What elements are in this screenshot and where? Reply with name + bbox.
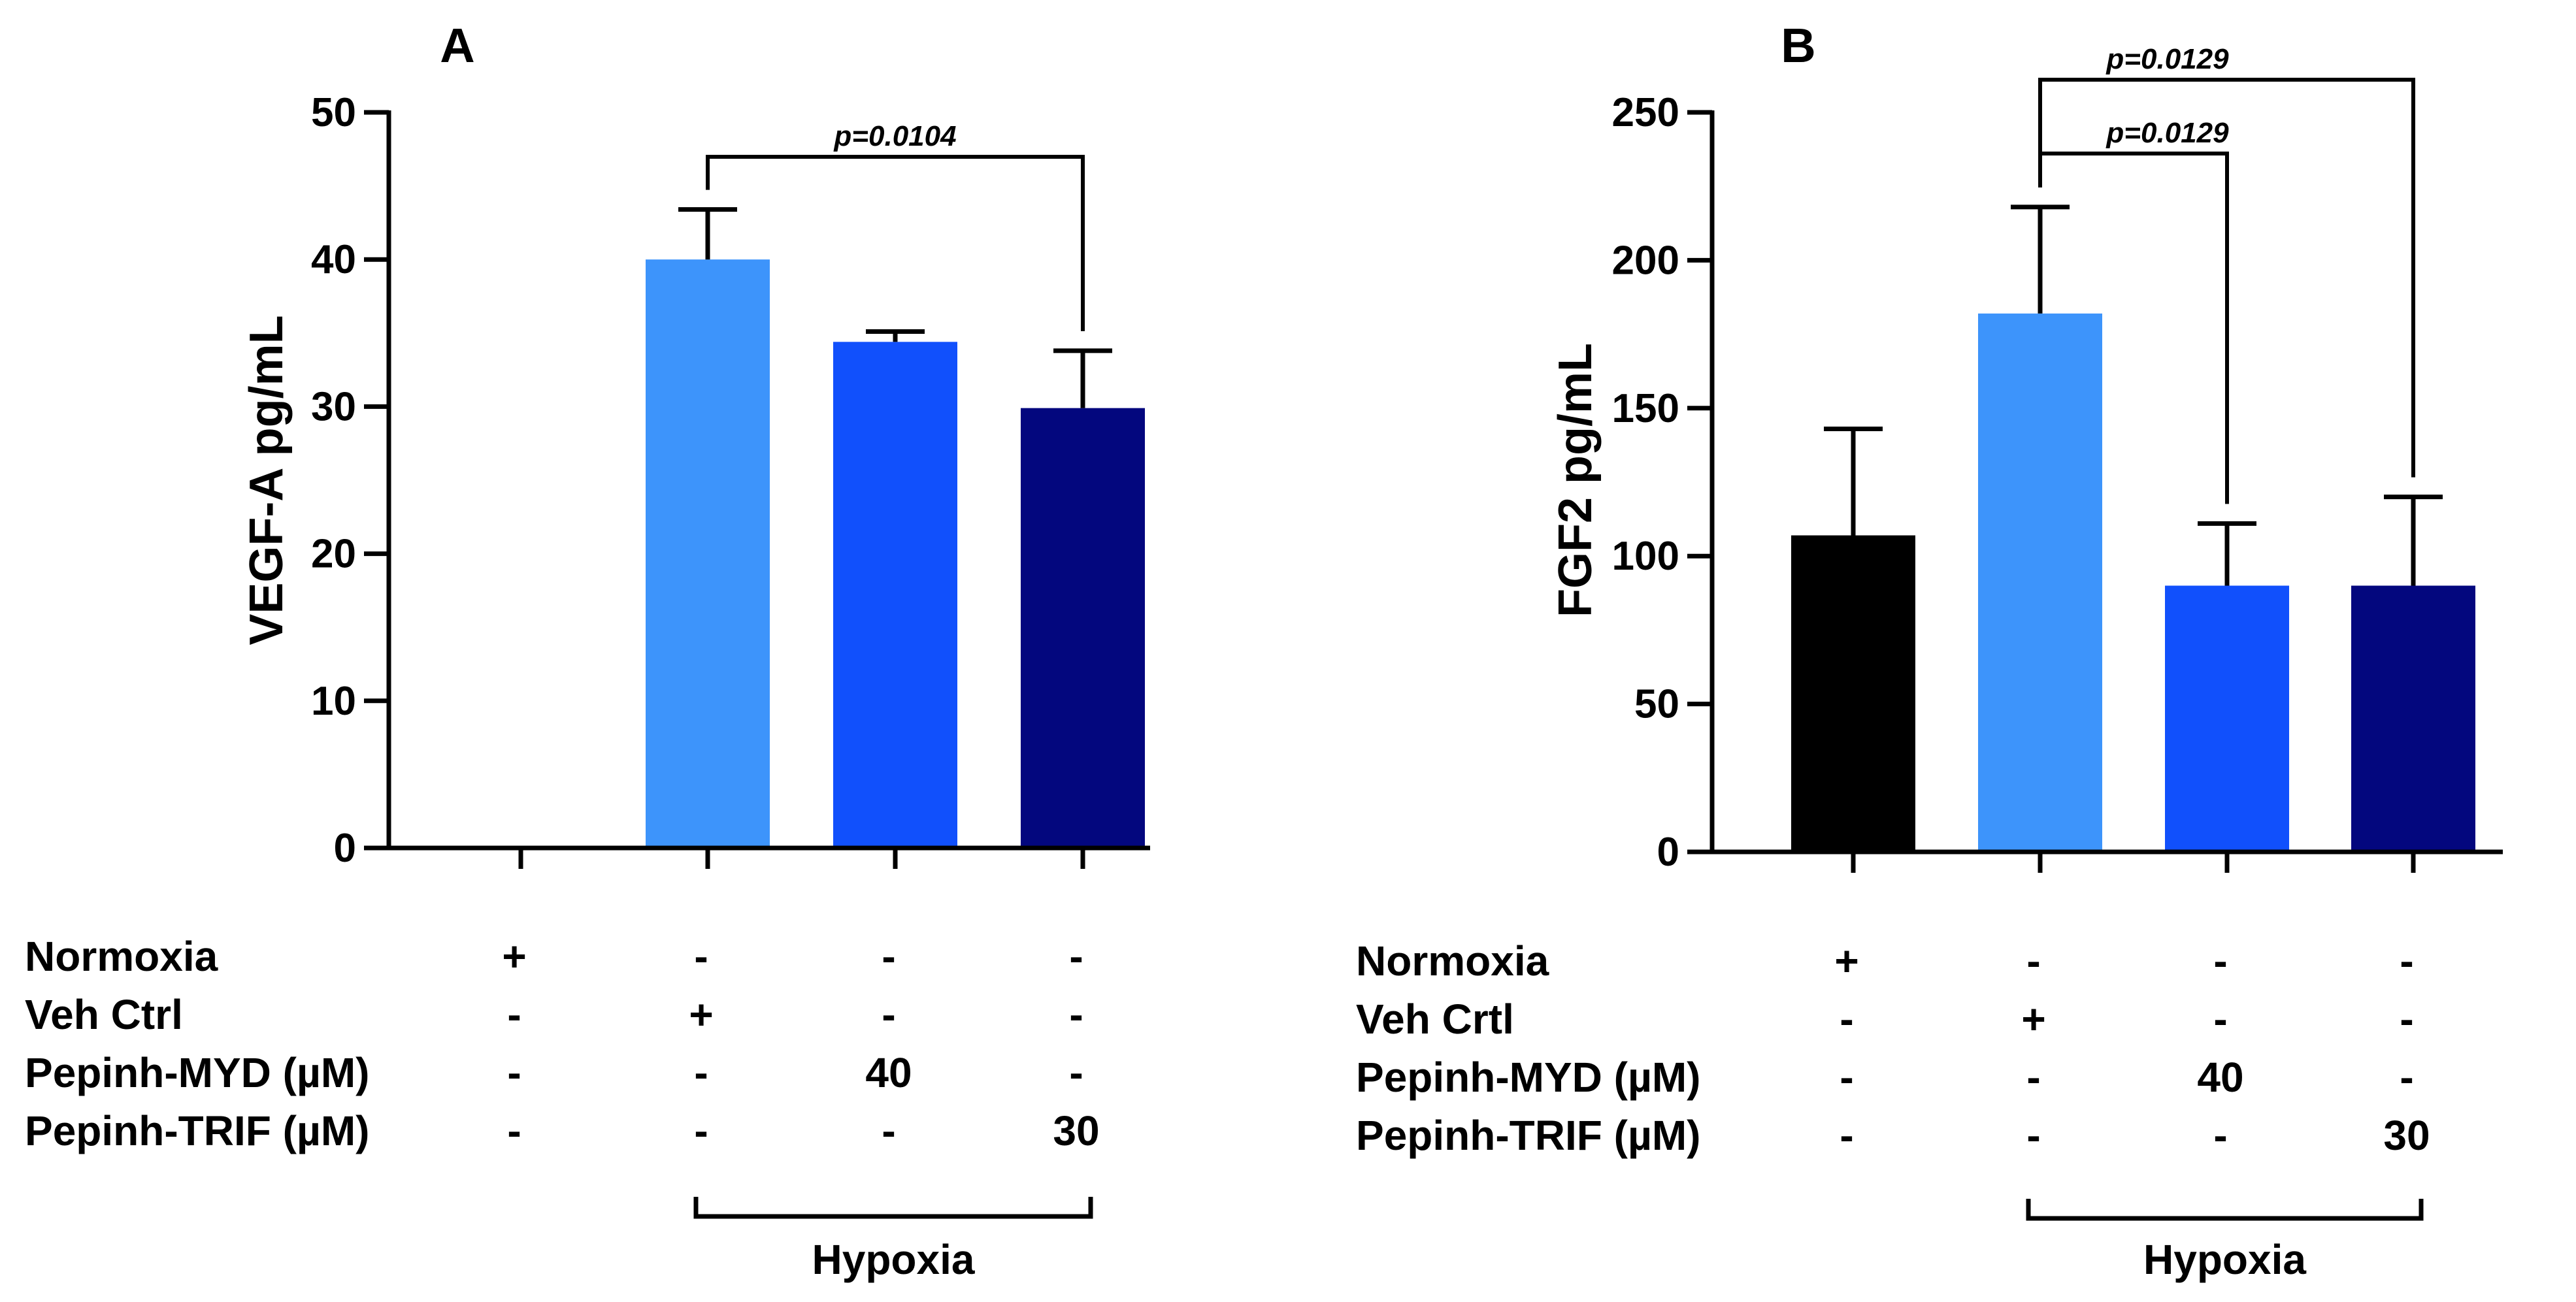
condition-cell: 40 (865, 1049, 912, 1096)
y-tick-label: 250 (1612, 90, 1679, 135)
condition-cell: - (2026, 1054, 2040, 1101)
condition-cell: + (502, 933, 526, 980)
condition-cell: 30 (1053, 1107, 1099, 1154)
condition-cell: - (694, 1049, 708, 1096)
condition-row-label: Veh Crtl (1356, 996, 1514, 1043)
condition-cell: - (2213, 1112, 2227, 1159)
condition-cell: - (694, 933, 708, 980)
condition-cell: - (1840, 1112, 1853, 1159)
error-bar-1 (1824, 426, 1883, 536)
bar-2 (1978, 313, 2102, 852)
y-tick-label: 0 (1657, 830, 1679, 875)
error-bar-4 (2384, 495, 2443, 586)
panel-letter: B (1781, 18, 1815, 73)
y-tick-label: 0 (334, 826, 356, 871)
condition-cell: - (507, 1049, 521, 1096)
p-value-label: p=0.0129 (2105, 43, 2229, 75)
hypoxia-label: Hypoxia (2143, 1236, 2306, 1283)
y-tick-label: 30 (311, 384, 356, 429)
y-tick-label: 150 (1612, 386, 1679, 431)
condition-cell: - (2026, 937, 2040, 985)
y-tick-label: 50 (311, 90, 356, 135)
y-axis-title: FGF2 pg/mL (1549, 343, 1602, 617)
y-tick-label: 200 (1612, 238, 1679, 283)
condition-cell: - (882, 1107, 895, 1154)
condition-cell: - (1840, 996, 1853, 1043)
hypoxia-bracket (2026, 1199, 2424, 1221)
hypoxia-bracket (693, 1197, 1093, 1219)
condition-row-label: Pepinh-TRIF (µM) (1356, 1112, 1700, 1159)
panel-A: A VEGF-A pg/mL 0 10 20 30 40 50 p=0.0104 Normoxia… (25, 18, 1150, 1283)
condition-row-label: Pepinh-MYD (µM) (1356, 1054, 1700, 1101)
condition-cell: + (689, 991, 713, 1038)
panel-letter: A (440, 18, 474, 73)
condition-cell: - (2026, 1112, 2040, 1159)
y-tick-label: 20 (311, 532, 356, 577)
condition-row-label: Normoxia (1356, 937, 1549, 985)
condition-cell: - (694, 1107, 708, 1154)
condition-cell: 40 (2197, 1054, 2243, 1101)
condition-cell: - (882, 933, 895, 980)
panel-B: B FGF2 pg/mL 0 50 100 150 200 250 p=0.0129 p=0.01… (1356, 18, 2503, 1283)
condition-cell: + (1834, 937, 1858, 985)
y-tick-label: 50 (1634, 682, 1679, 727)
condition-cell: - (2213, 937, 2227, 985)
condition-cell: - (2400, 996, 2413, 1043)
p-value-label: p=0.0129 (2105, 117, 2229, 149)
condition-table: Normoxia Veh Ctrl Pepinh-MYD (µM) Pepinh-TR… (25, 933, 1100, 1154)
error-bar-4 (1053, 348, 1112, 408)
condition-cell: - (2400, 937, 2413, 985)
bar-3 (833, 342, 957, 848)
p-value-label: p=0.0104 (833, 120, 956, 152)
significance-bracket: p=0.0129 (2038, 43, 2415, 478)
bar-1 (1791, 535, 1915, 852)
condition-cell: - (507, 1107, 521, 1154)
condition-row-label: Pepinh-MYD (µM) (25, 1049, 369, 1096)
significance-bracket: p=0.0104 (706, 120, 1085, 331)
condition-table: Normoxia Veh Crtl Pepinh-MYD (µM) Pepinh-TR… (1356, 937, 2430, 1159)
condition-cell: - (1069, 933, 1083, 980)
condition-row-label: Veh Ctrl (25, 991, 183, 1038)
error-bar-2 (2011, 204, 2070, 314)
condition-cell: - (507, 991, 521, 1038)
bar-2 (646, 259, 770, 848)
condition-cell: - (1069, 991, 1083, 1038)
bar-4 (2351, 585, 2475, 852)
y-tick-label: 10 (311, 679, 356, 724)
condition-cell: 30 (2383, 1112, 2430, 1159)
condition-cell: - (1840, 1054, 1853, 1101)
bar-3 (2165, 585, 2289, 852)
condition-cell: - (1069, 1049, 1083, 1096)
y-tick-label: 100 (1612, 534, 1679, 579)
hypoxia-label: Hypoxia (812, 1236, 975, 1283)
condition-row-label: Pepinh-TRIF (µM) (25, 1107, 369, 1154)
condition-row-label: Normoxia (25, 933, 218, 980)
bar-4 (1021, 408, 1145, 848)
error-bar-3 (866, 329, 925, 342)
y-tick-label: 40 (311, 237, 356, 282)
condition-cell: + (2021, 996, 2045, 1043)
condition-cell: - (2400, 1054, 2413, 1101)
y-axis-title: VEGF-A pg/mL (240, 315, 293, 645)
error-bar-2 (678, 207, 737, 260)
condition-cell: - (2213, 996, 2227, 1043)
error-bar-3 (2198, 521, 2256, 586)
condition-cell: - (882, 991, 895, 1038)
